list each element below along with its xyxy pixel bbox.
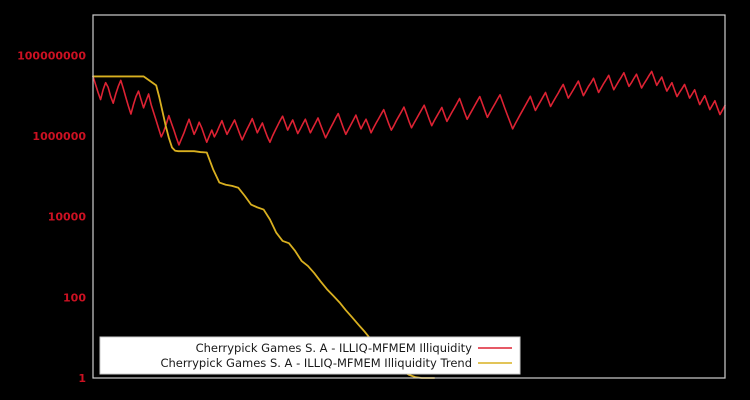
y-axis-tick-label: 100 bbox=[63, 291, 86, 304]
plot-area-background bbox=[93, 15, 725, 378]
plot-area-border bbox=[92, 14, 726, 379]
legend-item-label: Cherrypick Games S. A - ILLIQ-MFMEM Illi… bbox=[160, 356, 472, 370]
series-line-illiquidity bbox=[92, 70, 726, 146]
legend-item-label: Cherrypick Games S. A - ILLIQ-MFMEM Illi… bbox=[196, 341, 473, 355]
chart-legend[interactable]: Cherrypick Games S. A - ILLIQ-MFMEM Illi… bbox=[99, 336, 521, 375]
legend-box bbox=[99, 336, 521, 375]
y-axis-tick-label: 1000000 bbox=[32, 130, 86, 143]
y-axis-tick-label: 10000 bbox=[48, 211, 87, 224]
y-axis-tick-label: 1 bbox=[78, 372, 86, 385]
y-axis-tick-label: 100000000 bbox=[17, 49, 86, 62]
y-axis-tick-labels: 1 100 10000 1000000 100000000 bbox=[17, 49, 86, 385]
